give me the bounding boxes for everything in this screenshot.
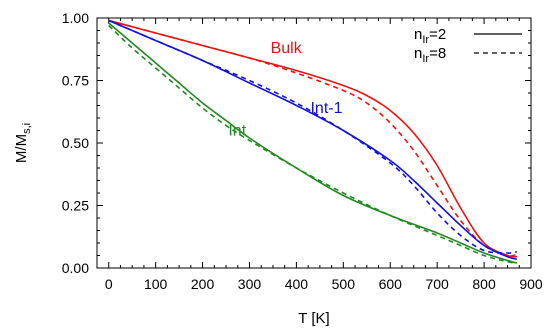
- y-axis-label-sub: s,i: [21, 123, 33, 134]
- legend-entry-1-label: nIr=2: [414, 26, 446, 46]
- legend-entry-2-label: nIr=8: [414, 45, 446, 65]
- axis-ticks: [97, 17, 532, 269]
- x-tick-label: 600: [379, 276, 403, 292]
- x-tick-label: 900: [519, 276, 543, 292]
- legend-entry-1-prefix: n: [414, 26, 422, 43]
- x-tick-label: 500: [332, 276, 356, 292]
- series-label-bulk: Bulk: [271, 40, 303, 57]
- x-tick-label: 400: [285, 276, 309, 292]
- y-tick-label: 1.00: [62, 10, 89, 26]
- y-tick-label: 0.50: [62, 135, 89, 151]
- y-axis-label: M/Ms,i: [13, 123, 33, 163]
- x-axis-label: T [K]: [298, 310, 329, 327]
- legend-entry-2-sub: Ir: [422, 53, 429, 65]
- x-tick-label: 300: [238, 276, 262, 292]
- x-tick-label: 100: [144, 276, 168, 292]
- legend: nIr=2 nIr=8: [414, 26, 522, 65]
- x-tick-label: 200: [191, 276, 215, 292]
- series-label-int-1: Int-1: [310, 100, 342, 117]
- y-tick-label: 0.00: [62, 260, 89, 276]
- series-line-int-1: [108, 19, 518, 261]
- x-tick-label: 700: [425, 276, 449, 292]
- y-axis-label-main: M/M: [13, 134, 30, 163]
- legend-entry-1-suffix: =2: [429, 26, 446, 43]
- legend-entry-2-prefix: n: [414, 45, 422, 62]
- series-line-int: [108, 22, 518, 264]
- legend-entry-1-sub: Ir: [422, 34, 429, 46]
- y-tick-label: 0.75: [62, 73, 89, 89]
- series-line-int-1-n-8-dashed: [108, 19, 518, 254]
- series-layer: [108, 19, 518, 264]
- series-line-int-n-8-dashed: [108, 24, 518, 264]
- x-tick-label: 800: [472, 276, 496, 292]
- annotation-layer: Bulk Int-1 Int: [228, 40, 342, 140]
- x-tick-label: 0: [105, 276, 113, 292]
- legend-entry-2-suffix: =8: [429, 45, 446, 62]
- y-tick-label: 0.25: [62, 198, 89, 214]
- axis-tick-labels: 0 100 200 300 400 500 600 700 800 900 0.00 0.25 0.50…: [62, 10, 543, 292]
- series-label-int: Int: [228, 123, 246, 140]
